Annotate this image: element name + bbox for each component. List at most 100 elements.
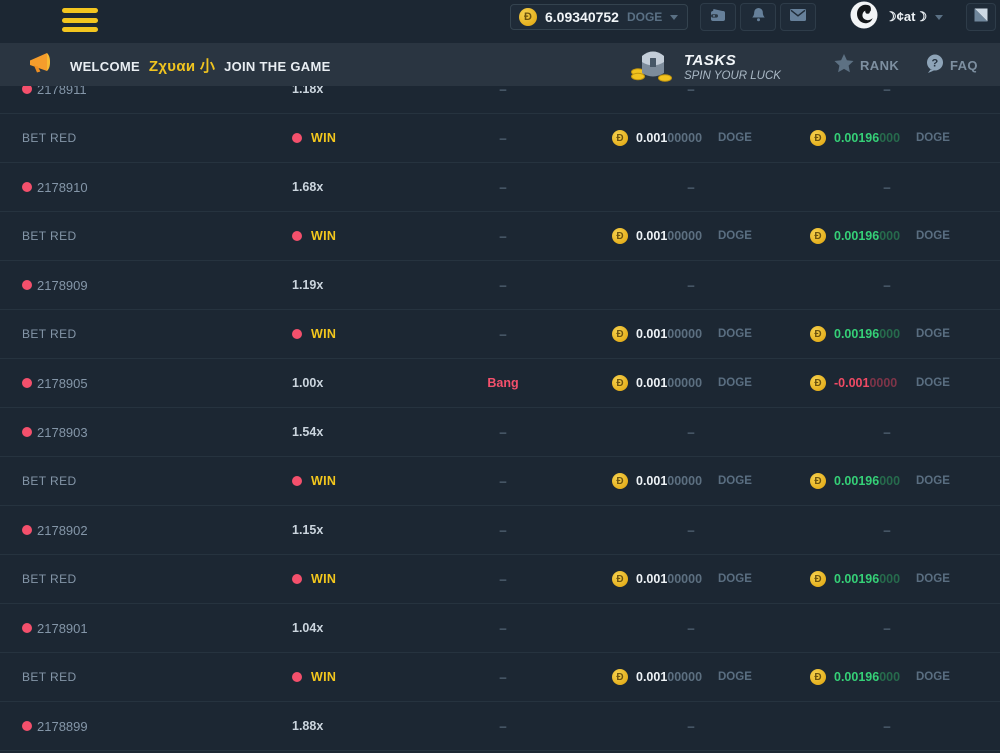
amount-trailing-zeros: 000: [879, 474, 901, 488]
bet-row[interactable]: BET RED WIN – Đ 0.00100000 DOGE Đ 0.00196000 DOG…: [0, 457, 1000, 506]
win-label: WIN: [311, 327, 337, 341]
bet-amount-value: Đ 0.00100000 DOGE: [612, 669, 752, 685]
star-icon: [834, 54, 860, 76]
round-id: 2178902: [37, 522, 88, 538]
user-menu[interactable]: ☽¢at☽: [850, 1, 944, 32]
red-dot-icon: [22, 280, 32, 290]
dash: –: [499, 180, 507, 194]
bet-row[interactable]: BET RED WIN – Đ 0.00100000 DOGE Đ 0.00196000 DOG…: [0, 212, 1000, 261]
round-row[interactable]: 2178910 1.68x – – –: [0, 163, 1000, 212]
amount-text: 0.00100000: [636, 670, 712, 684]
result-cell: –: [420, 719, 586, 733]
round-id: 2178899: [37, 718, 88, 734]
win-label: WIN: [311, 131, 337, 145]
dash: –: [687, 719, 695, 733]
chevron-down-icon: [670, 14, 679, 20]
round-row[interactable]: 2178899 1.88x – – –: [0, 702, 1000, 751]
win-label: WIN: [311, 670, 337, 684]
chat-toggle-icon: [973, 7, 989, 28]
amount-trailing-zeros: 00000: [667, 474, 703, 488]
bet-label: BET RED: [22, 327, 77, 341]
currency-label: DOGE: [718, 132, 752, 144]
amount-trailing-zeros: 00000: [667, 670, 703, 684]
bet-row[interactable]: BET RED WIN – Đ 0.00100000 DOGE Đ 0.00196000 DOG…: [0, 653, 1000, 702]
bet-amount: Đ 0.00100000 DOGE: [586, 326, 796, 342]
amount-significant: 0.001: [636, 572, 668, 586]
dash: –: [883, 621, 891, 635]
round-id: 2178909: [37, 277, 88, 293]
result-cell: –: [420, 572, 586, 586]
welcome-username: Ζχυαи 小: [148, 58, 216, 75]
round-id-cell: 2178901: [22, 621, 292, 636]
bet-amount-value: Đ 0.00100000 DOGE: [612, 473, 752, 489]
multiplier: 1.88x: [292, 719, 324, 733]
currency-label: DOGE: [718, 671, 752, 683]
multiplier: 1.15x: [292, 523, 324, 537]
round-id-cell: 2178910: [22, 180, 292, 195]
profit-amount-value: Đ 0.00196000 DOGE: [810, 130, 950, 146]
round-row[interactable]: 2178901 1.04x – – –: [0, 604, 1000, 653]
outcome-cell: WIN: [292, 131, 420, 145]
amount-trailing-zeros: 00000: [667, 376, 703, 390]
bet-amount: Đ 0.00100000 DOGE: [586, 669, 796, 685]
round-row[interactable]: 2178902 1.15x – – –: [0, 506, 1000, 555]
chat-toggle-button[interactable]: [966, 3, 996, 31]
multiplier: 1.00x: [292, 376, 324, 390]
doge-coin-icon: Đ: [612, 326, 628, 342]
red-dot-icon: [22, 86, 32, 94]
profit-amount-value: Đ -0.0010000 DOGE: [810, 375, 950, 391]
round-row[interactable]: 2178905 1.00x Bang Đ 0.00100000 DOGE Đ -0.00100…: [0, 359, 1000, 408]
outcome-cell: WIN: [292, 229, 420, 243]
currency-label: DOGE: [916, 377, 950, 389]
bet-label: BET RED: [22, 474, 77, 488]
multiplier-cell: 1.19x: [292, 278, 420, 292]
amount-trailing-zeros: 00000: [667, 572, 703, 586]
multiplier-cell: 1.18x: [292, 86, 420, 96]
dash: –: [883, 278, 891, 292]
win-label: WIN: [311, 572, 337, 586]
doge-coin-icon: Đ: [612, 228, 628, 244]
multiplier-cell: 1.15x: [292, 523, 420, 537]
round-id-cell: 2178909: [22, 278, 292, 293]
bet-amount-value: Đ 0.00100000 DOGE: [612, 326, 752, 342]
balance-selector[interactable]: Đ 6.09340752 DOGE: [510, 4, 688, 30]
tasks-button[interactable]: TASKS SPIN YOUR LUCK: [630, 45, 781, 88]
faq-link[interactable]: ? FAQ: [926, 54, 978, 76]
bet-amount-value: Đ 0.00100000 DOGE: [612, 375, 752, 391]
profit-amount: –: [796, 621, 978, 635]
menu-icon: [62, 27, 98, 32]
red-dot-icon: [292, 329, 302, 339]
round-row[interactable]: 2178911 1.18x – – –: [0, 86, 1000, 114]
bet-label: BET RED: [22, 131, 77, 145]
bet-row[interactable]: BET RED WIN – Đ 0.00100000 DOGE Đ 0.00196000 DOG…: [0, 555, 1000, 604]
dash: –: [687, 180, 695, 194]
bet-amount: –: [586, 278, 796, 292]
amount-trailing-zeros: 000: [879, 572, 901, 586]
welcome-prefix: WELCOME: [70, 59, 140, 74]
amount-significant: 0.00196: [834, 131, 880, 145]
menu-button[interactable]: [62, 8, 98, 32]
dash: –: [687, 621, 695, 635]
red-dot-icon: [22, 721, 32, 731]
round-row[interactable]: 2178903 1.54x – – –: [0, 408, 1000, 457]
red-dot-icon: [292, 672, 302, 682]
dash: –: [499, 131, 507, 145]
dash: –: [499, 719, 507, 733]
rank-link[interactable]: RANK: [834, 54, 899, 76]
amount-text: 0.00196000: [834, 474, 910, 488]
amount-significant: 0.001: [636, 376, 668, 390]
dash: –: [499, 425, 507, 439]
bet-label-cell: BET RED: [22, 572, 292, 586]
bet-label-cell: BET RED: [22, 670, 292, 684]
bet-row[interactable]: BET RED WIN – Đ 0.00100000 DOGE Đ 0.00196000 DOG…: [0, 114, 1000, 163]
red-dot-icon: [292, 133, 302, 143]
round-row[interactable]: 2178909 1.19x – – –: [0, 261, 1000, 310]
rank-label: RANK: [860, 57, 900, 73]
profit-amount: Đ 0.00196000 DOGE: [796, 669, 978, 685]
wallet-button[interactable]: [700, 3, 736, 31]
bets-table: 2178911 1.18x – – – BET RED WIN – Đ 0.00100000 DOG…: [0, 86, 1000, 753]
profit-amount: –: [796, 719, 978, 733]
notifications-button[interactable]: [740, 3, 776, 31]
bet-row[interactable]: BET RED WIN – Đ 0.00100000 DOGE Đ 0.00196000 DOG…: [0, 310, 1000, 359]
messages-button[interactable]: [780, 3, 816, 31]
